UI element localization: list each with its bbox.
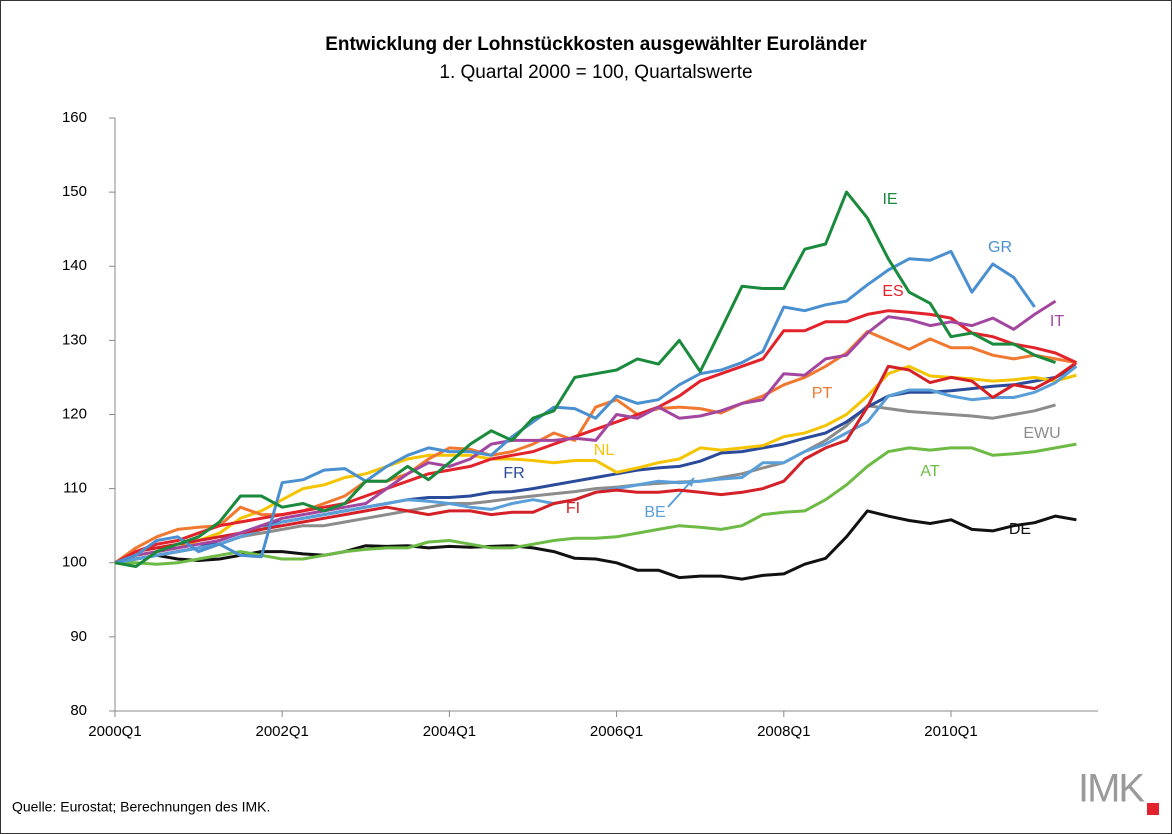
y-tick-label: 120 <box>62 405 87 422</box>
x-tick-label: 2000Q1 <box>88 723 141 740</box>
source-note: Quelle: Eurostat; Berechnungen des IMK. <box>12 799 270 815</box>
x-tick-label: 2006Q1 <box>590 723 643 740</box>
x-tick-label: 2002Q1 <box>256 723 309 740</box>
series-line <box>114 190 1057 568</box>
series-label: NL <box>594 442 615 459</box>
series-line <box>114 309 1078 565</box>
chart-subtitle: 1. Quartal 2000 = 100, Quartalswerte <box>439 62 752 83</box>
x-tick-label: 2008Q1 <box>757 723 810 740</box>
series-label: ES <box>882 283 903 300</box>
series-line <box>115 442 1077 566</box>
series-label: PT <box>812 385 833 402</box>
y-tick-label: 110 <box>63 480 87 497</box>
chart-title: Entwicklung der Lohnstückkosten ausgewäh… <box>325 34 867 55</box>
x-tick-label: 2004Q1 <box>423 723 476 740</box>
series-label: BE <box>644 504 665 521</box>
x-tick-label: 2010Q1 <box>924 723 977 740</box>
series-label: FI <box>566 500 580 517</box>
series-label: GR <box>988 239 1012 256</box>
y-tick-label: 80 <box>70 702 87 719</box>
logo: IMK <box>1078 767 1159 815</box>
y-tick-label: 100 <box>62 554 87 571</box>
y-tick-label: 150 <box>62 183 87 200</box>
series-line <box>114 509 1077 581</box>
series-label: IE <box>882 191 897 208</box>
series-line <box>114 403 1056 565</box>
y-tick-label: 90 <box>70 628 87 645</box>
logo-square <box>1147 803 1159 815</box>
y-tick-label: 160 <box>62 109 87 126</box>
series-label: IT <box>1050 313 1064 330</box>
logo-text: IMK <box>1078 767 1145 811</box>
series-label: EWU <box>1023 425 1060 442</box>
y-tick-label: 140 <box>62 257 87 274</box>
series-line <box>114 361 1078 565</box>
series-label: AT <box>920 463 939 480</box>
series-label: DE <box>1009 521 1031 538</box>
series-line <box>114 249 1036 565</box>
y-tick-label: 130 <box>62 331 87 348</box>
series-label: FR <box>503 465 524 482</box>
